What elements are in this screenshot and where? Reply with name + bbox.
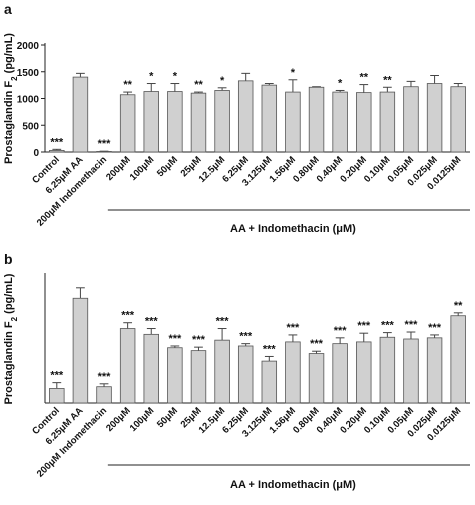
significance-label: ***: [50, 370, 64, 382]
bar: [143, 91, 159, 153]
significance-label: **: [383, 74, 392, 86]
bar: [261, 360, 278, 404]
bar: [356, 92, 372, 153]
group-label: AA + Indomethacin (μM): [230, 223, 356, 235]
significance-label: ***: [216, 316, 230, 328]
bar: [450, 86, 466, 153]
significance-label: *: [220, 75, 225, 87]
bar: [285, 91, 301, 153]
significance-label: ***: [50, 136, 64, 148]
bar: [285, 341, 301, 404]
x-tick-label: 50μM: [155, 154, 180, 179]
bar: [332, 91, 348, 153]
significance-label: ***: [405, 319, 419, 331]
bar: [237, 80, 254, 153]
bar: [49, 388, 65, 404]
y-tick-label: 0: [33, 148, 39, 159]
significance-label: **: [454, 300, 463, 312]
bar: [96, 151, 112, 153]
x-tick-label: 100μM: [128, 405, 157, 434]
y-tick-label: 1000: [17, 95, 40, 106]
x-tick-label: 50μM: [155, 405, 180, 430]
y-axis-label-part: 2: [10, 76, 19, 81]
panel-label: a: [4, 1, 12, 17]
bar: [379, 91, 396, 153]
bar: [403, 86, 419, 153]
significance-label: ***: [263, 343, 277, 355]
bar: [403, 338, 419, 404]
group-label: AA + Indomethacin (μM): [230, 479, 356, 491]
significance-label: ***: [192, 334, 206, 346]
bar: [356, 341, 372, 404]
bar: [426, 83, 443, 153]
bar: [96, 386, 112, 404]
bar: [167, 91, 183, 153]
significance-label: *: [338, 77, 343, 89]
significance-label: *: [149, 71, 154, 83]
significance-label: ***: [98, 371, 112, 383]
bar: [308, 353, 325, 404]
significance-label: ***: [334, 325, 348, 337]
significance-label: ***: [381, 320, 395, 332]
bar: [450, 315, 466, 404]
y-tick-label: 500: [22, 121, 39, 132]
significance-label: *: [291, 67, 296, 79]
y-axis-label: Prostaglandin F2 (pg/mL): [3, 33, 19, 164]
bar: [237, 345, 254, 404]
significance-label: ***: [98, 138, 112, 150]
bar: [143, 333, 159, 404]
bar: [214, 339, 230, 404]
bar: [190, 92, 207, 153]
bar: [332, 343, 348, 404]
bar: [119, 94, 136, 153]
y-tick-label: 2000: [17, 41, 40, 52]
significance-label: *: [173, 71, 178, 83]
bar: [308, 86, 325, 153]
bar: [167, 347, 183, 404]
significance-label: ***: [145, 316, 159, 328]
x-tick-label: 200μM: [104, 405, 133, 434]
significance-label: ***: [168, 333, 182, 345]
y-axis-label-part: (pg/mL): [3, 273, 15, 317]
y-axis-label-part: 2: [10, 316, 19, 321]
y-axis-label: Prostaglandin F2 (pg/mL): [3, 273, 19, 404]
bar: [379, 336, 396, 404]
panel-label: b: [4, 251, 13, 267]
y-axis-label-part: Prostaglandin F: [3, 81, 15, 164]
significance-label: ***: [428, 322, 442, 334]
bar: [72, 76, 89, 153]
significance-label: ***: [121, 310, 135, 322]
x-tick-label: 100μM: [128, 154, 157, 183]
bar: [72, 297, 89, 404]
bar: [190, 350, 207, 404]
y-axis-label-part: (pg/mL): [3, 33, 15, 77]
x-tick-label: 200μM: [104, 154, 133, 183]
y-tick-label: 1500: [17, 68, 40, 79]
bar: [119, 328, 136, 404]
bar: [214, 90, 230, 153]
bar: [426, 337, 443, 404]
bar: [49, 149, 65, 153]
significance-label: **: [359, 72, 368, 84]
bar: [261, 84, 278, 153]
significance-label: **: [194, 79, 203, 91]
significance-label: ***: [286, 322, 300, 334]
significance-label: ***: [239, 331, 253, 343]
significance-label: ***: [310, 338, 324, 350]
significance-label: **: [123, 79, 132, 91]
y-axis-label-part: Prostaglandin F: [3, 321, 15, 404]
significance-label: ***: [357, 320, 371, 332]
